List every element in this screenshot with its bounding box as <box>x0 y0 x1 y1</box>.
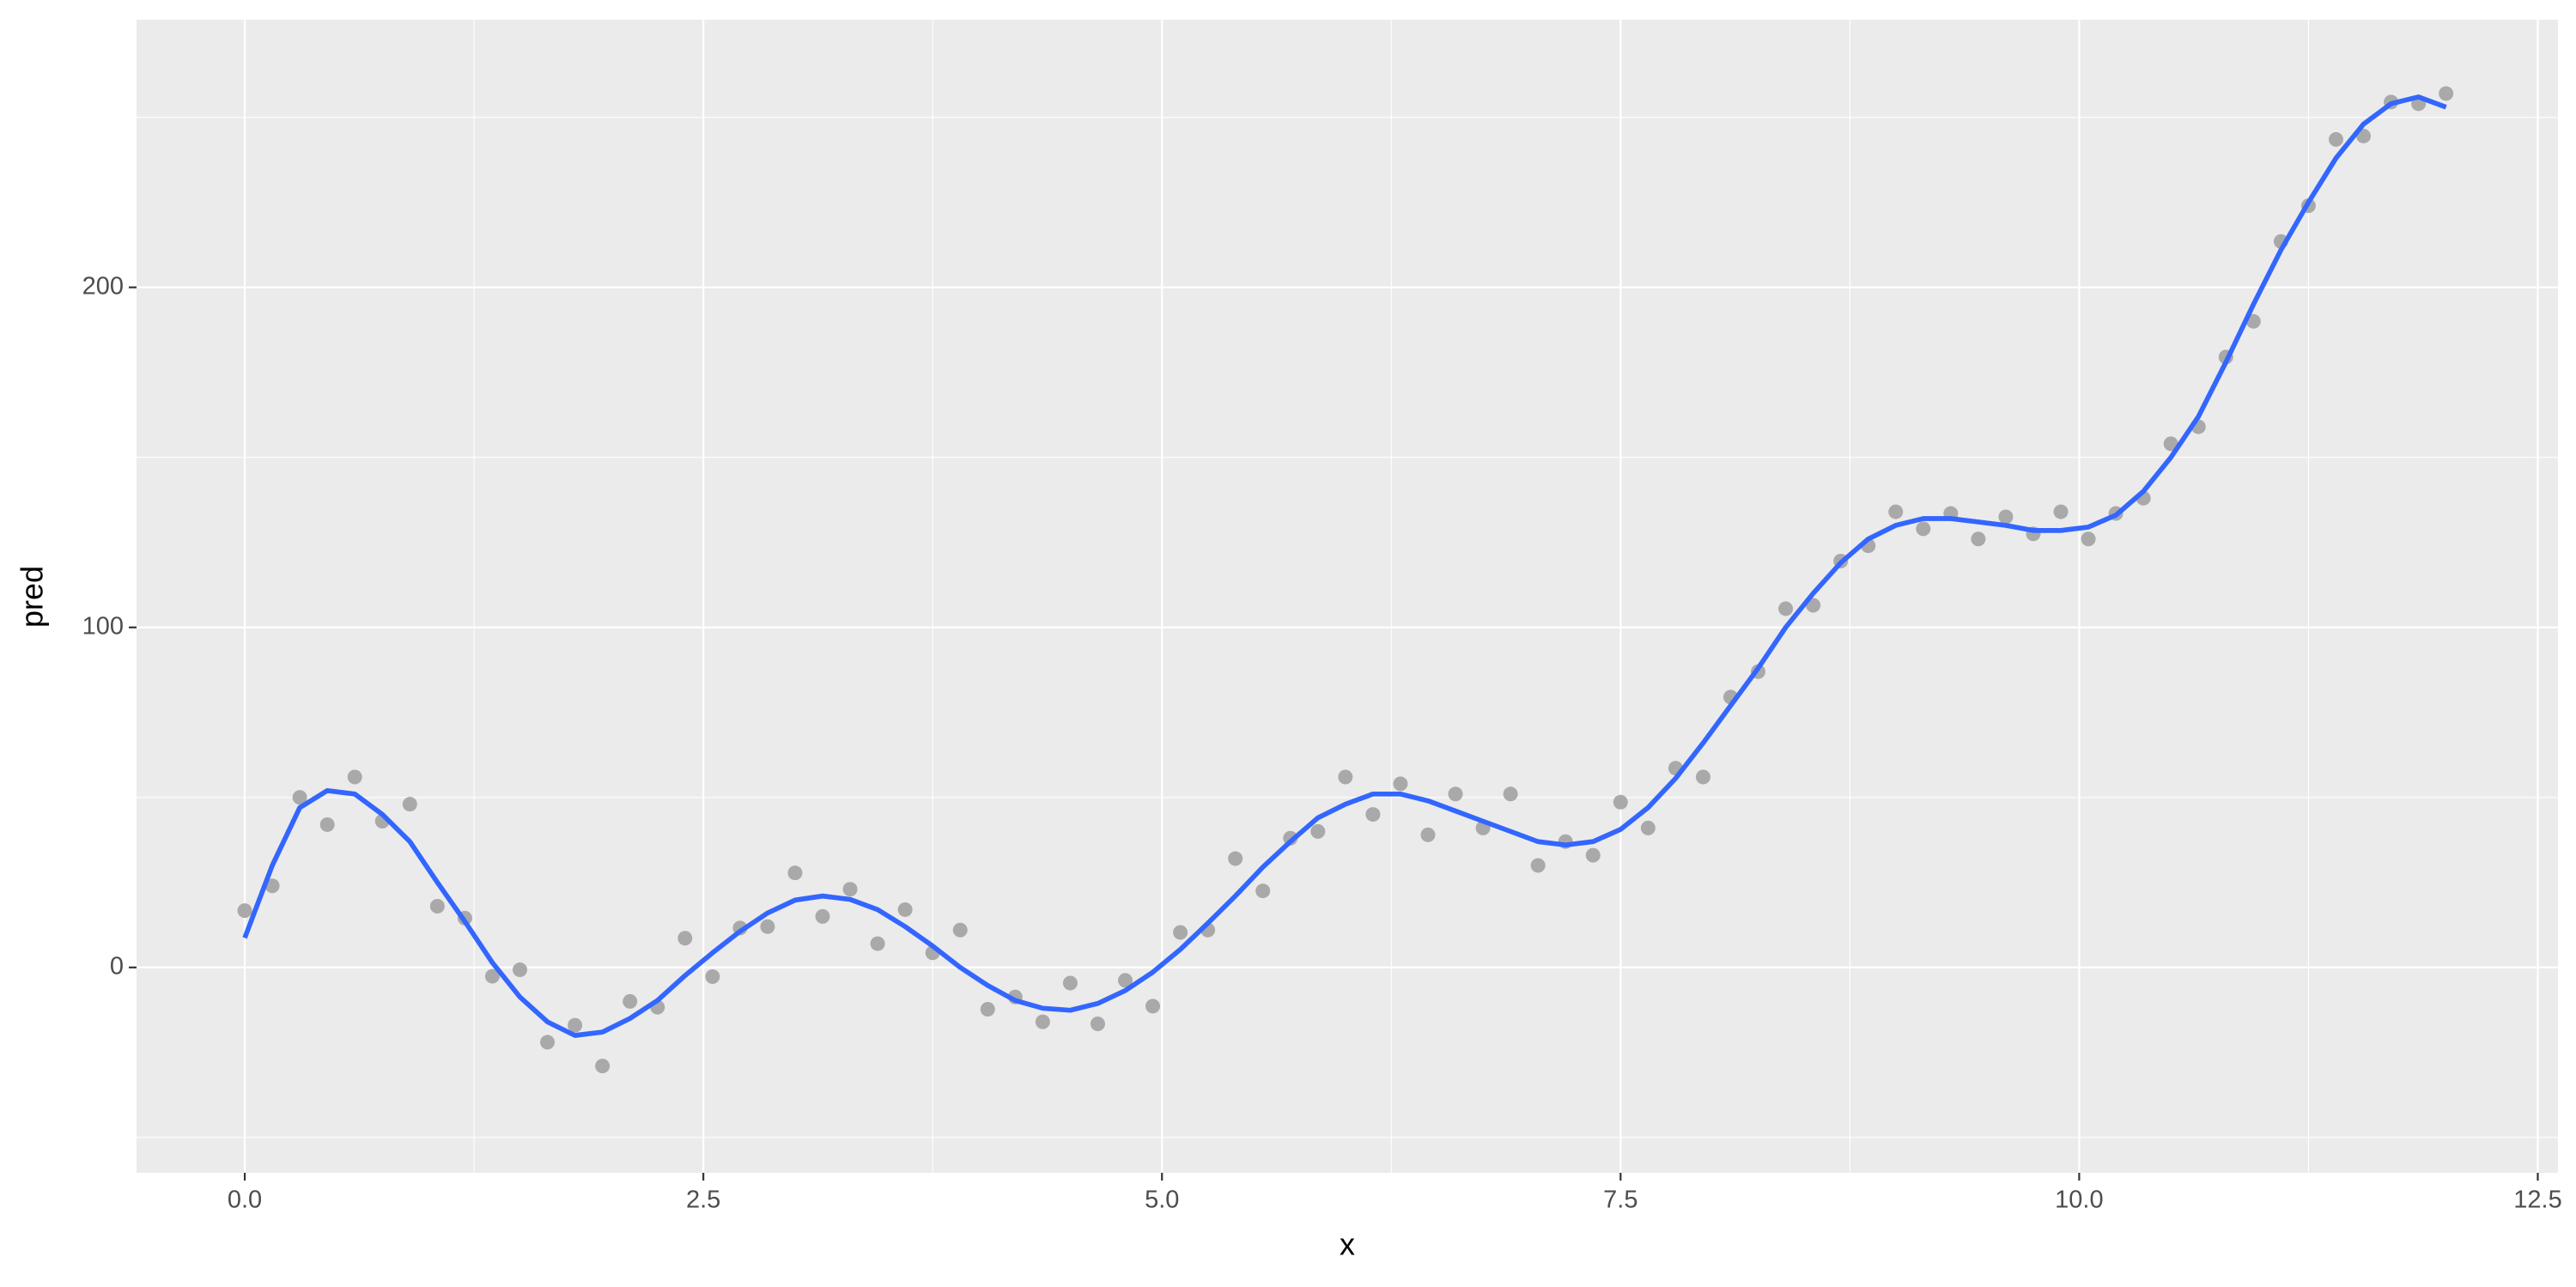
scatter-point <box>1503 786 1518 802</box>
scatter-point <box>2081 531 2096 547</box>
marks <box>237 86 2454 1074</box>
scatter-point <box>402 797 417 812</box>
scatter-point <box>897 902 913 917</box>
x-axis-title: x <box>1340 1227 1355 1262</box>
y-tick-label: 200 <box>82 272 124 300</box>
scatter-point <box>1173 925 1188 940</box>
scatter-point <box>1888 504 1904 519</box>
scatter-point <box>1035 1014 1050 1029</box>
scatter-point <box>2163 436 2178 452</box>
scatter-point <box>595 1059 611 1074</box>
scatter-point <box>952 922 968 938</box>
scatter-point <box>1338 769 1353 785</box>
scatter-point <box>1916 521 1931 537</box>
scatter-point <box>1585 847 1601 863</box>
scatter-point <box>1310 823 1326 839</box>
scatter-point <box>292 790 307 805</box>
scatter-point <box>1255 883 1271 899</box>
scatter-point <box>705 968 720 984</box>
y-tick-label: 0 <box>110 952 124 980</box>
x-tick-label: 12.5 <box>2513 1187 2561 1214</box>
scatter-point <box>1778 601 1794 616</box>
scatter-point <box>1228 851 1243 866</box>
scatter-point <box>1448 786 1463 802</box>
scatter-point <box>568 1017 583 1033</box>
scatter-point <box>760 919 775 934</box>
scatter-point <box>237 903 252 919</box>
scatter-point <box>842 882 858 897</box>
scatter-point <box>1118 973 1133 988</box>
y-axis-title: pred <box>15 566 50 628</box>
scatter-point <box>319 817 335 832</box>
scatter-point <box>347 769 362 785</box>
scatter-point <box>1695 769 1710 785</box>
scatter-point <box>787 865 803 881</box>
scatter-point <box>815 908 830 924</box>
x-tick-label: 7.5 <box>1603 1187 1637 1214</box>
smooth-line <box>242 94 2447 1038</box>
scatter-point <box>1062 975 1078 991</box>
scatter-point <box>2329 131 2343 147</box>
scatter-point <box>264 878 280 894</box>
x-tick-label: 2.5 <box>686 1187 720 1214</box>
scatter-point <box>2053 504 2069 519</box>
scatter-point <box>677 931 693 946</box>
y-tick-label: 100 <box>82 612 124 640</box>
scatter-point <box>1365 807 1381 823</box>
scatter-point <box>540 1035 556 1050</box>
scatter-point <box>429 898 445 914</box>
scatter-point <box>1090 1017 1105 1032</box>
scatter-point <box>870 936 885 951</box>
scatter-point <box>1971 531 1986 547</box>
grid <box>137 20 2558 1173</box>
scatter-point <box>2439 86 2454 101</box>
scatter-point <box>1393 776 1408 792</box>
scatter-point <box>623 993 638 1009</box>
x-tick-label: 0.0 <box>228 1187 262 1214</box>
plot-panel <box>137 20 2558 1173</box>
scatter-point <box>1530 858 1546 873</box>
scatter-point <box>1420 827 1436 842</box>
x-tick-label: 10.0 <box>2055 1187 2103 1214</box>
scatter-point <box>1640 820 1656 835</box>
scatter-point <box>980 1002 995 1017</box>
scatter-point <box>1613 794 1628 810</box>
axes: 0 100 200 0.0 2.5 5.0 7.5 10.0 12.5 <box>82 272 2562 1213</box>
scatter-point <box>513 962 527 978</box>
scatter-point <box>1998 509 2014 525</box>
scatter-point <box>1145 999 1161 1014</box>
scatter-point <box>484 968 500 984</box>
x-tick-label: 5.0 <box>1145 1187 1179 1214</box>
